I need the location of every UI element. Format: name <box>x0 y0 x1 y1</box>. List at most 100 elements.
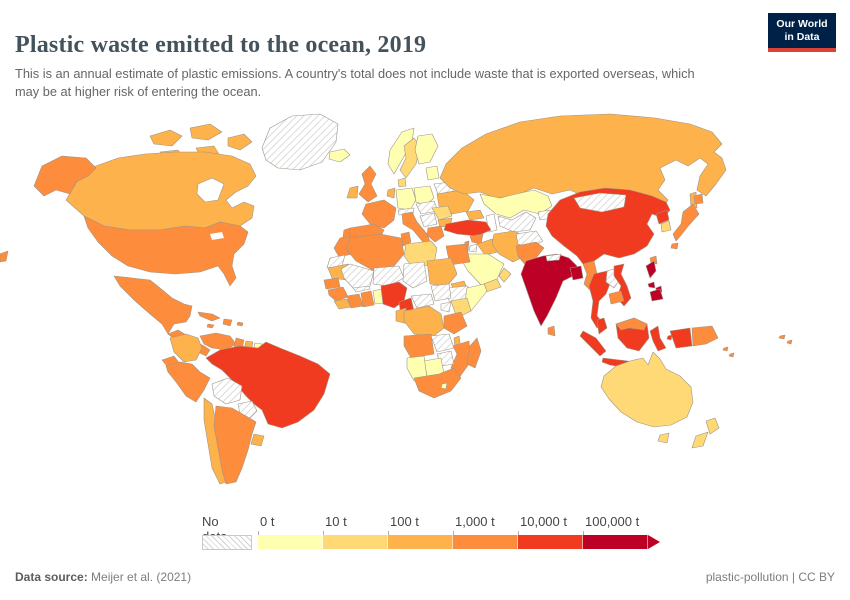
country-papua-new-guinea[interactable] <box>691 325 719 347</box>
chart-subtitle: This is an annual estimate of plastic em… <box>15 65 695 100</box>
country-greenland[interactable] <box>261 113 339 171</box>
country-kazakhstan[interactable] <box>479 189 553 219</box>
country-indonesia-moluccas[interactable] <box>666 334 673 341</box>
country-sudan[interactable] <box>426 257 458 287</box>
data-source-label: Data source: <box>15 570 88 584</box>
country-germany[interactable] <box>395 187 417 211</box>
region-balkans[interactable] <box>419 212 438 228</box>
chart-footer: Data source: Meijer et al. (2021) plasti… <box>15 570 835 584</box>
country-cuba[interactable] <box>197 311 221 322</box>
pacific-antimeridian-fragment[interactable] <box>0 250 9 263</box>
country-new-zealand-north[interactable] <box>705 417 720 435</box>
country-sri-lanka[interactable] <box>547 325 556 337</box>
country-ireland[interactable] <box>346 185 359 199</box>
country-indonesia-papua[interactable] <box>669 327 693 349</box>
country-canada[interactable] <box>189 123 223 141</box>
legend-no-data-swatch[interactable] <box>202 535 252 550</box>
country-puerto-rico[interactable] <box>236 321 244 327</box>
country-united-kingdom[interactable] <box>358 165 378 203</box>
country-malaysia-borneo[interactable] <box>615 317 648 331</box>
country-colombia[interactable] <box>169 333 203 363</box>
country-bangladesh[interactable] <box>569 265 584 281</box>
country-philippines-luzon[interactable] <box>645 260 657 279</box>
country-australia[interactable] <box>600 351 694 428</box>
country-solomon-islands[interactable] <box>728 352 735 358</box>
country-jamaica[interactable] <box>206 323 215 329</box>
country-south-africa[interactable] <box>413 367 462 399</box>
country-niger[interactable] <box>372 265 405 287</box>
country-tanzania[interactable] <box>443 311 468 335</box>
country-mexico[interactable] <box>113 275 193 335</box>
country-taiwan[interactable] <box>649 255 658 265</box>
country-chad[interactable] <box>402 261 428 289</box>
country-japan-hokkaido[interactable] <box>693 193 704 205</box>
country-tunisia[interactable] <box>400 231 412 247</box>
country-new-zealand-south[interactable] <box>691 431 709 449</box>
country-solomon-islands[interactable] <box>722 346 729 352</box>
country-philippines-mindanao[interactable] <box>649 288 664 302</box>
country-japan-kyushu[interactable] <box>670 242 679 250</box>
country-lesotho[interactable] <box>440 382 448 390</box>
country-iceland[interactable] <box>328 148 351 163</box>
license-link[interactable]: plastic-pollution | CC BY <box>705 570 835 584</box>
country-uruguay[interactable] <box>250 433 265 447</box>
country-japan-honshu[interactable] <box>672 203 700 242</box>
country-turkey[interactable] <box>443 219 492 237</box>
country-ghana[interactable] <box>360 290 375 308</box>
country-finland[interactable] <box>414 133 439 165</box>
country-dr-congo[interactable] <box>403 305 445 339</box>
country-philippines-visayas[interactable] <box>647 281 656 289</box>
legend-tick: 10 t <box>325 514 347 529</box>
country-guinea[interactable] <box>327 286 349 302</box>
country-senegal[interactable] <box>323 277 341 290</box>
country-zambia[interactable] <box>430 333 455 353</box>
country-north-korea[interactable] <box>655 209 670 225</box>
country-venezuela[interactable] <box>199 332 237 351</box>
country-uganda[interactable] <box>440 301 452 313</box>
country-denmark[interactable] <box>397 177 407 188</box>
country-france[interactable] <box>361 199 397 229</box>
country-china[interactable] <box>545 187 671 265</box>
country-fiji[interactable] <box>778 334 786 340</box>
country-nepal[interactable] <box>545 253 562 262</box>
country-malaysia-peninsula[interactable] <box>596 317 608 335</box>
legend-swatch-3 <box>453 535 518 549</box>
world-map[interactable] <box>0 108 850 508</box>
country-indonesia-sulawesi[interactable] <box>649 325 667 352</box>
country-united-states-alaska[interactable] <box>33 155 97 197</box>
country-angola[interactable] <box>403 333 435 359</box>
country-madagascar[interactable] <box>466 337 482 369</box>
country-south-korea[interactable] <box>660 220 672 233</box>
owid-logo-text: Our World in Data <box>768 13 836 49</box>
country-canada[interactable] <box>149 129 183 147</box>
great-lakes <box>210 232 224 240</box>
island-hispaniola[interactable] <box>222 318 233 327</box>
region-central-asia[interactable] <box>497 211 537 233</box>
region-baltic-states[interactable] <box>425 165 440 181</box>
country-sweden[interactable] <box>399 137 421 179</box>
country-bolivia[interactable] <box>211 377 243 405</box>
country-central-african-republic[interactable] <box>410 293 435 309</box>
country-russia[interactable] <box>439 113 727 211</box>
country-oman[interactable] <box>498 267 512 283</box>
country-canada[interactable] <box>227 133 253 151</box>
country-romania[interactable] <box>431 205 453 221</box>
country-jordan[interactable] <box>468 243 478 253</box>
country-argentina[interactable] <box>213 405 257 485</box>
region-netherlands-belgium[interactable] <box>386 187 396 199</box>
legend-color-bar[interactable] <box>258 535 660 549</box>
country-canada[interactable] <box>65 151 257 231</box>
country-india[interactable] <box>520 253 578 327</box>
owid-logo[interactable]: Our World in Data <box>768 13 836 53</box>
region-caucasus[interactable] <box>465 209 485 221</box>
country-cambodia[interactable] <box>608 290 625 305</box>
country-australia-tasmania[interactable] <box>657 432 670 444</box>
country-indonesia-sumatra[interactable] <box>579 330 607 357</box>
country-peru[interactable] <box>165 361 211 403</box>
country-greece[interactable] <box>426 225 445 243</box>
country-mongolia[interactable] <box>573 192 627 213</box>
country-south-sudan[interactable] <box>430 283 452 302</box>
country-fiji[interactable] <box>786 339 793 345</box>
country-algeria[interactable] <box>345 233 405 272</box>
country-united-states[interactable] <box>83 215 249 287</box>
